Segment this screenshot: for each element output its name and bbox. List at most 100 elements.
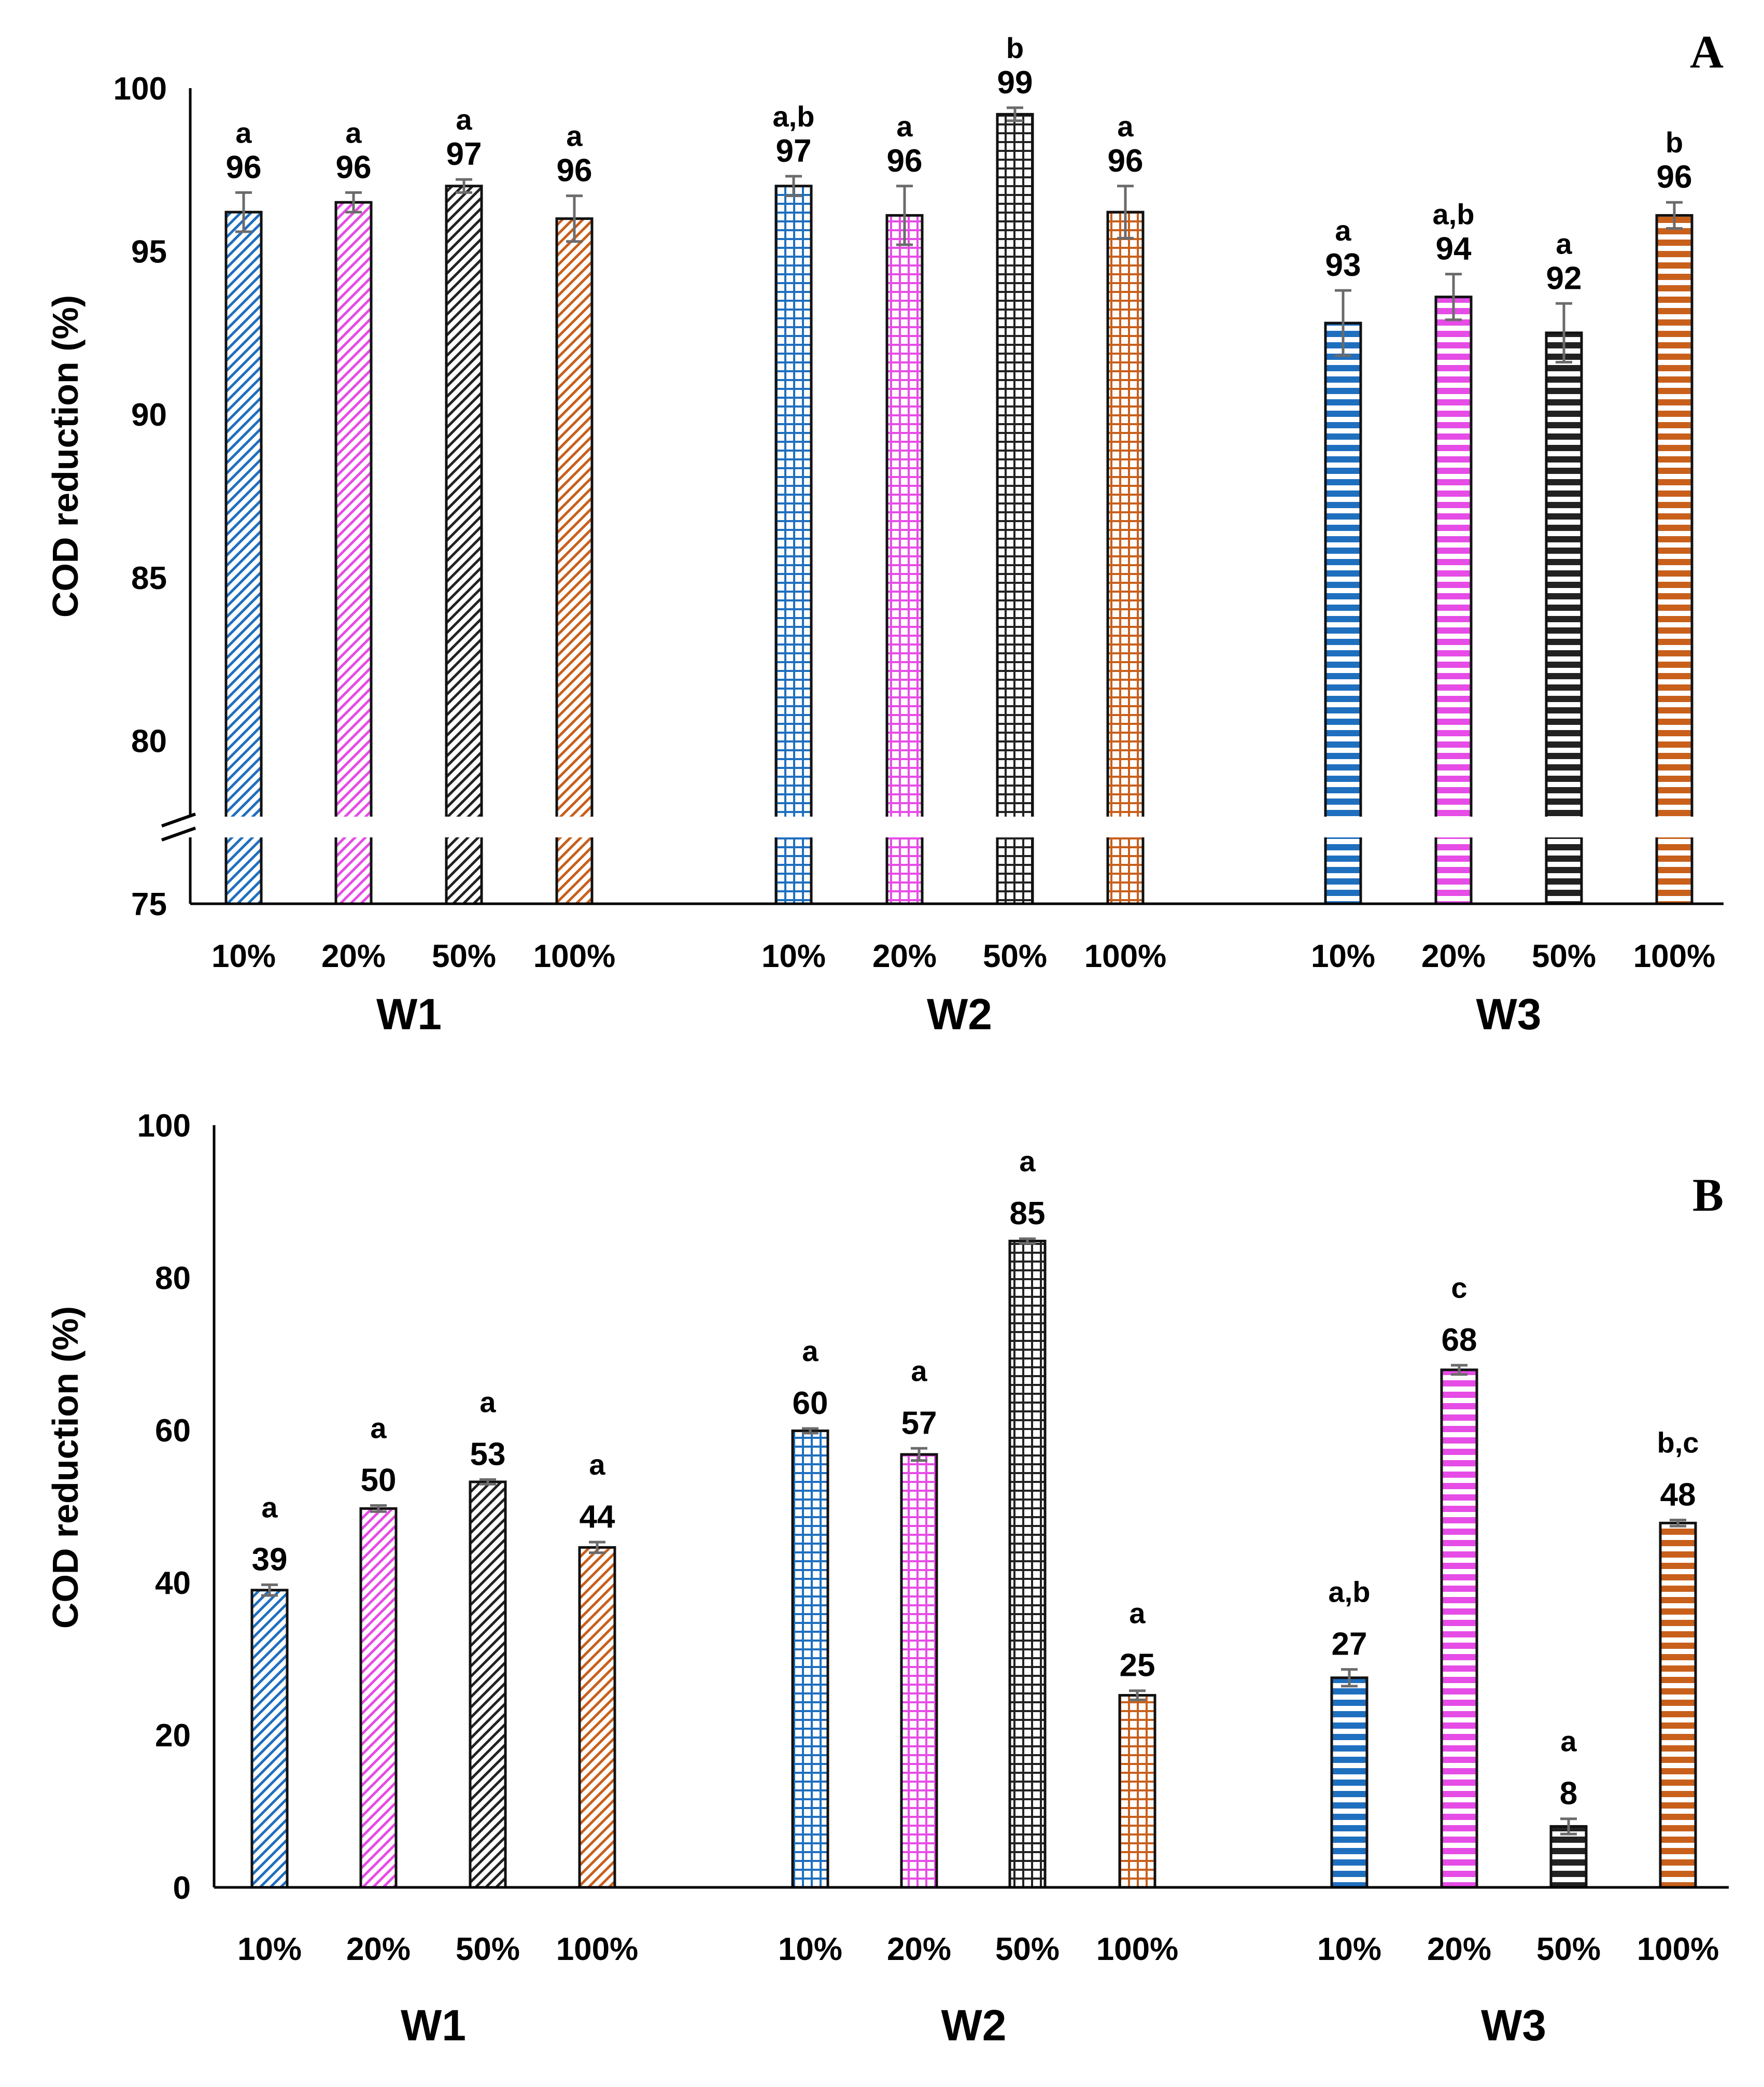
group-label-w2: W2	[927, 990, 992, 1039]
data-label: 27	[1332, 1627, 1367, 1662]
error-bar	[479, 1478, 496, 1486]
error-bar	[1019, 1237, 1036, 1245]
x-category-label: 10%	[1317, 1931, 1381, 1967]
bar-w2-100pct	[1118, 1694, 1156, 1889]
data-label: 53	[470, 1437, 506, 1473]
bar-w2-10pct	[791, 1429, 829, 1889]
x-category-label: 100%	[556, 1931, 639, 1967]
significance-letter: a	[1117, 110, 1134, 143]
significance-letter: a	[456, 103, 472, 136]
error-bar	[1451, 1364, 1467, 1376]
y-tick-label: 20	[155, 1718, 191, 1754]
data-label: 96	[226, 149, 262, 185]
data-label: 92	[1546, 260, 1582, 296]
error-bar	[785, 175, 802, 198]
y-tick-label: 100	[137, 1108, 191, 1144]
panel-b-y-axis-label: COD reduction (%)	[45, 1306, 86, 1629]
group-label-w2: W2	[941, 2001, 1007, 2050]
significance-letter: a	[589, 1448, 605, 1481]
panel-a-axes	[161, 88, 1724, 905]
data-label: 94	[1436, 231, 1472, 267]
panel-b-y-ticks: 0 20 40 60 80 100	[137, 1108, 191, 1906]
data-label: 50	[361, 1463, 397, 1498]
bar-w1-20pct	[334, 201, 373, 905]
panel-b-bars: 39 a 50 a 53 a 44 a 60 a 57 a 85 a 25 a 27 a,b 68 c 8 a 48 b,c	[250, 1145, 1699, 1889]
significance-letter: c	[1451, 1271, 1467, 1304]
significance-letter: a	[479, 1386, 496, 1419]
panel-a-group-labels: W1 W2 W3	[376, 990, 1542, 1039]
significance-letter: a	[370, 1412, 387, 1445]
bar-w2-20pct	[885, 214, 924, 905]
bar-w3-50pct	[1545, 331, 1583, 905]
data-label: 96	[1108, 143, 1144, 179]
data-label: 85	[1010, 1196, 1046, 1231]
significance-letter: a	[1019, 1145, 1036, 1178]
y-tick-label: 0	[173, 1870, 191, 1906]
y-tick-label: 40	[155, 1565, 191, 1601]
panel-b-chart: B COD reduction (%) 0 20 40 60 80 100 39 a 50 a 5…	[45, 1108, 1729, 2050]
data-label: 68	[1442, 1322, 1477, 1358]
panel-a-y-axis-label: COD reduction (%)	[45, 295, 86, 618]
data-label: 44	[580, 1499, 615, 1535]
data-label: 39	[252, 1542, 288, 1577]
axis-break-gap	[1323, 817, 1363, 837]
group-label-w1: W1	[401, 2001, 466, 2050]
x-category-label: 100%	[1096, 1931, 1179, 1967]
axis-break-gap	[555, 817, 594, 837]
data-label: 8	[1560, 1776, 1577, 1812]
y-tick-label: 90	[131, 397, 167, 433]
significance-letter: a	[1560, 1725, 1577, 1758]
significance-letter: a	[345, 116, 362, 149]
significance-letter: a	[1556, 227, 1572, 260]
error-bar	[456, 178, 472, 194]
bar-w3-50pct	[1549, 1825, 1588, 1889]
error-bar	[802, 1427, 819, 1435]
x-category-label: 50%	[1532, 939, 1596, 974]
error-bar	[566, 194, 583, 243]
significance-letter: b	[1666, 126, 1683, 159]
error-bar	[1129, 1689, 1146, 1701]
error-bar	[345, 191, 362, 214]
y-tick-label: 80	[155, 1260, 191, 1296]
significance-letter: a	[911, 1354, 927, 1387]
x-category-label: 50%	[995, 1931, 1060, 1967]
x-category-label: 20%	[321, 939, 386, 974]
significance-letter: a	[802, 1335, 819, 1367]
error-bar	[1666, 201, 1683, 230]
panel-b-label: B	[1692, 1170, 1724, 1221]
bar-w2-20pct	[900, 1453, 938, 1889]
group-label-w1: W1	[376, 990, 442, 1039]
x-category-label: 20%	[887, 1931, 951, 1967]
error-bar	[911, 1447, 927, 1462]
axis-break-gap	[885, 817, 924, 837]
x-category-label: 100%	[533, 939, 616, 974]
significance-letter: a	[1129, 1597, 1146, 1630]
significance-letter: a	[896, 110, 913, 143]
panel-a-label: A	[1690, 26, 1724, 78]
bar-w3-10pct	[1324, 321, 1362, 905]
panel-b-category-labels: 10% 20% 50% 100% 10% 20% 50% 100% 10% 20% 50% 100%	[237, 1931, 1719, 1967]
x-category-label: 50%	[1536, 1931, 1601, 1967]
error-bar	[1670, 1518, 1686, 1528]
error-bar	[1341, 1668, 1358, 1688]
data-label: 57	[901, 1405, 937, 1441]
data-label: 99	[997, 65, 1033, 101]
x-category-label: 20%	[1427, 1931, 1491, 1967]
data-label: 60	[793, 1385, 828, 1421]
significance-letter: a,b	[1329, 1576, 1371, 1608]
error-bar	[1445, 273, 1462, 321]
x-category-label: 100%	[1633, 939, 1716, 974]
bar-w1-100pct	[555, 217, 594, 905]
bar-w3-100pct	[1655, 214, 1694, 905]
axis-break-gap	[995, 817, 1035, 837]
axis-break-mark	[161, 813, 196, 828]
error-bar	[1007, 106, 1023, 122]
bar-w2-10pct	[774, 185, 813, 905]
bar-w2-100pct	[1106, 211, 1145, 905]
bar-w1-20pct	[359, 1507, 398, 1889]
bar-w3-20pct	[1440, 1368, 1478, 1889]
data-label: 48	[1660, 1477, 1696, 1512]
y-tick-label: 100	[114, 71, 167, 107]
